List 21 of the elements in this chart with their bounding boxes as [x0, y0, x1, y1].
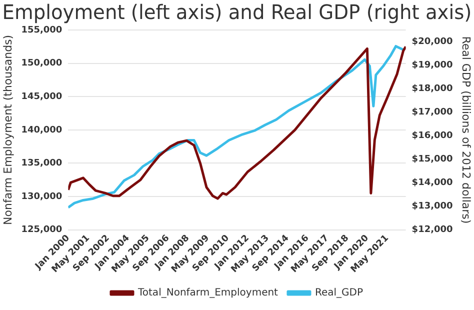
y-tick-label: 150,000: [21, 58, 62, 69]
y2-tick-label: $19,000: [412, 60, 453, 71]
y2-tick-label: $20,000: [412, 37, 453, 48]
chart-title: Employment (left axis) and Real GDP (right axis): [2, 0, 472, 24]
y2-tick-label: $18,000: [412, 84, 453, 94]
y-tick-label: 140,000: [21, 125, 62, 136]
legend-label: Real_GDP: [314, 288, 364, 299]
y2-tick-label: $13,000: [412, 202, 453, 212]
legend-label: Total_Nonfarm_Employment: [136, 288, 278, 299]
y2-tick-label: $17,000: [412, 108, 453, 118]
y-tick-label: 135,000: [21, 158, 62, 169]
y-tick-label: 145,000: [21, 92, 62, 102]
y2-axis-title: Real GDP (billions of 2012 dollars): [460, 36, 473, 224]
y2-tick-label: $14,000: [412, 178, 453, 188]
y2-tick-label: $16,000: [412, 131, 453, 142]
y-axis-title: Nonfarm Employment (thousands): [1, 34, 14, 225]
y2-tick-label: $12,000: [412, 225, 453, 236]
y-tick-label: 125,000: [21, 225, 62, 236]
y2-tick-label: $15,000: [412, 154, 453, 165]
y-tick-label: 155,000: [21, 25, 62, 36]
y-tick-label: 130,000: [21, 192, 62, 202]
